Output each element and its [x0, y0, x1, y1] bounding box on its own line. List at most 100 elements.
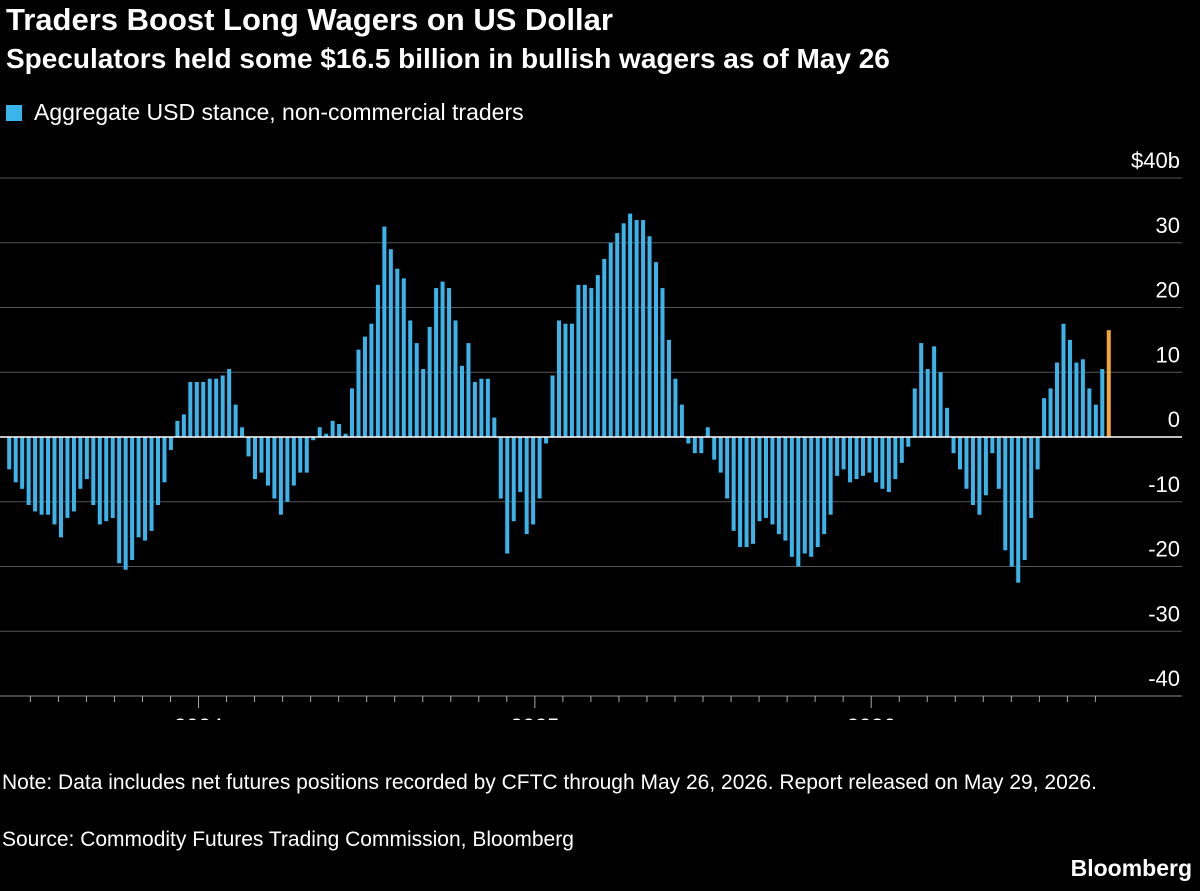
bar: [201, 381, 206, 437]
bar: [641, 220, 646, 437]
bar: [401, 278, 406, 437]
bar: [382, 226, 387, 437]
bar: [634, 220, 639, 437]
y-tick-label: $40b: [1131, 148, 1180, 173]
bar: [647, 236, 652, 437]
bar: [104, 437, 109, 522]
bar: [46, 437, 51, 515]
bar: [828, 437, 833, 515]
bar: [207, 378, 212, 437]
bar: [621, 223, 626, 437]
bar: [324, 433, 329, 437]
bar: [925, 369, 930, 437]
bar: [563, 323, 568, 437]
bar: [654, 262, 659, 437]
bar: [822, 437, 827, 535]
bar: [356, 349, 361, 437]
bar: [628, 213, 633, 437]
bar: [117, 437, 122, 564]
bar: [181, 414, 186, 437]
bar: [143, 437, 148, 541]
y-tick-label: 30: [1156, 213, 1180, 238]
bar: [427, 326, 432, 437]
bar: [162, 437, 167, 483]
bar-latest: [1106, 330, 1111, 437]
bar: [531, 437, 536, 525]
bar: [880, 437, 885, 489]
bar: [136, 437, 141, 538]
bar: [718, 437, 723, 473]
bar: [1087, 388, 1092, 437]
bar: [194, 381, 199, 437]
bar: [867, 437, 872, 473]
legend: Aggregate USD stance, non-commercial tra…: [6, 99, 524, 126]
bar: [227, 369, 232, 437]
bar: [964, 437, 969, 489]
bar: [705, 427, 710, 437]
bar: [919, 343, 924, 437]
y-tick-label: -20: [1148, 537, 1180, 562]
bar: [253, 437, 258, 480]
bar: [39, 437, 44, 515]
bar: [78, 437, 83, 489]
bar: [893, 437, 898, 480]
chart-subtitle: Speculators held some $16.5 billion in b…: [6, 43, 890, 74]
bar: [802, 437, 807, 554]
bar: [246, 437, 251, 457]
bar: [71, 437, 76, 512]
bar: [466, 343, 471, 437]
bar: [544, 437, 549, 444]
bar: [990, 437, 995, 454]
bar: [434, 288, 439, 437]
bar: [33, 437, 38, 512]
bar: [725, 437, 730, 499]
y-tick-label: 0: [1168, 407, 1180, 432]
bar: [712, 437, 717, 460]
bar: [498, 437, 503, 499]
bar: [848, 437, 853, 483]
bar: [240, 427, 245, 437]
bar: [440, 281, 445, 437]
bar: [1022, 437, 1027, 561]
bar: [1003, 437, 1008, 551]
bar: [751, 437, 756, 544]
bar: [1009, 437, 1014, 567]
bar: [731, 437, 736, 531]
bar: [492, 417, 497, 437]
bar: [13, 437, 18, 483]
bar: [1100, 369, 1105, 437]
bar: [763, 437, 768, 518]
bar: [110, 437, 115, 518]
bar: [479, 378, 484, 437]
bar: [472, 381, 477, 437]
bar: [789, 437, 794, 557]
bar: [220, 375, 225, 437]
bar: [608, 242, 613, 437]
bar: [738, 437, 743, 548]
bar: [932, 346, 937, 437]
bar: [375, 284, 380, 437]
bar: [278, 437, 283, 515]
bar: [524, 437, 529, 535]
bar: [977, 437, 982, 515]
bar: [337, 424, 342, 437]
bar: [84, 437, 89, 480]
bar: [602, 258, 607, 437]
bar: [1093, 404, 1098, 438]
bar: [395, 268, 400, 437]
bar: [783, 437, 788, 541]
bars: [7, 213, 1111, 583]
bar: [550, 375, 555, 437]
x-axis: 2024 2025 2026: [0, 695, 1182, 720]
bar: [350, 388, 355, 437]
bar: [518, 437, 523, 493]
bar: [272, 437, 277, 499]
bar: [595, 275, 600, 438]
bar: [679, 404, 684, 438]
bar: [408, 320, 413, 437]
bar: [265, 437, 270, 486]
bar: [1067, 339, 1072, 438]
bar: [757, 437, 762, 522]
bar: [1061, 323, 1066, 437]
bar: [447, 288, 452, 437]
